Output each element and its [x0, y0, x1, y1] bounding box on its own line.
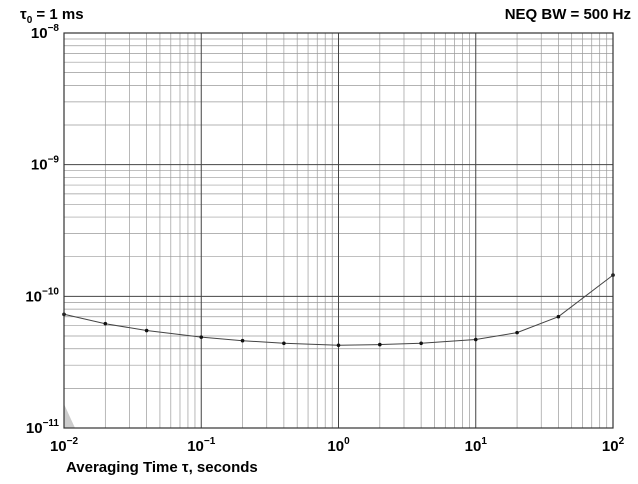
x-tick-label: 100 [327, 436, 350, 455]
data-point [419, 341, 423, 346]
x-tick-exp: −1 [204, 436, 216, 447]
x-tick-exp: 2 [619, 436, 625, 447]
data-point [336, 343, 341, 348]
y-tick-label: 10−10 [25, 286, 59, 305]
y-tick-label: 10−8 [31, 23, 60, 42]
x-tick-exp: −2 [67, 436, 79, 447]
y-tick-label: 10−9 [31, 155, 60, 174]
data-point [144, 328, 149, 333]
data-point [378, 342, 382, 347]
y-tick-label: 10−11 [26, 418, 60, 437]
x-tick-base: 10 [602, 438, 619, 455]
y-tick-base: 10 [25, 288, 42, 305]
x-tick-exp: 1 [481, 436, 487, 447]
data-point [199, 335, 204, 339]
plot-frame [63, 32, 614, 429]
x-tick-base: 10 [465, 438, 482, 455]
x-tick-base: 10 [50, 438, 67, 455]
data-point [515, 330, 519, 335]
data-point [240, 338, 245, 343]
y-tick-exp: −9 [48, 155, 60, 166]
x-tick-base: 10 [187, 438, 204, 455]
title-left-sub: 0 [27, 15, 33, 26]
data-point [556, 314, 561, 319]
x-tick-label: 10−1 [187, 436, 216, 455]
y-tick-exp: −11 [43, 418, 60, 429]
y-tick-exp: −8 [48, 23, 60, 34]
title-left: τ0 = 1 ms [20, 6, 84, 26]
data-point [103, 321, 108, 326]
x-tick-exp: 0 [344, 436, 350, 447]
x-tick-label: 102 [602, 436, 625, 455]
y-tick-exp: −10 [42, 286, 59, 297]
data-point [473, 337, 478, 342]
x-axis-label: Averaging Time τ, seconds [66, 459, 258, 476]
title-right: NEQ BW = 500 Hz [505, 6, 631, 23]
x-tick-labels: 10−2 10−1 100 101 102 [50, 436, 625, 455]
x-tick-label: 10−2 [50, 436, 79, 455]
x-tick-label: 101 [465, 436, 488, 455]
data-point [282, 341, 286, 346]
x-tick-base: 10 [327, 438, 344, 455]
y-tick-base: 10 [31, 25, 48, 42]
title-left-rest: = 1 ms [32, 6, 83, 23]
title-left-tau: τ [20, 6, 27, 23]
shaded-region [64, 404, 75, 428]
y-tick-base: 10 [26, 420, 43, 437]
shade-triangle [64, 404, 75, 428]
y-tick-base: 10 [31, 157, 48, 174]
plot-border [63, 32, 614, 429]
